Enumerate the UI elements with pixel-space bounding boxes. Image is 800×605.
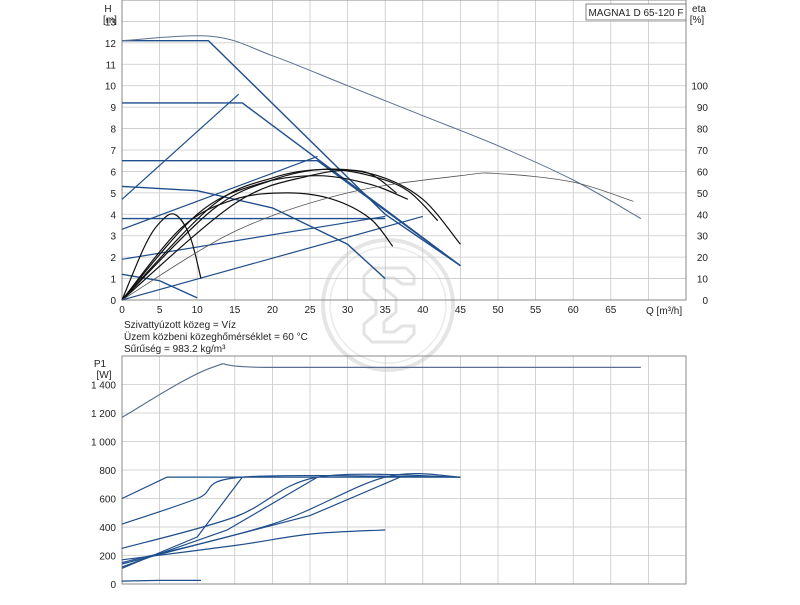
- x-tick-label: 10: [192, 305, 204, 316]
- power-tick-label: 1 200: [91, 409, 116, 420]
- power-chart-grid: [121, 355, 687, 585]
- power-tick-label: 800: [99, 466, 116, 477]
- power-tick-label: 1 000: [91, 438, 116, 449]
- power-curve: [121, 529, 386, 561]
- power-tick-label: 1 400: [91, 381, 116, 392]
- power-chart-curves: [121, 363, 641, 582]
- x-tick-label: 55: [530, 305, 542, 316]
- power-curve: [121, 579, 201, 582]
- head-curve: [122, 102, 461, 267]
- info-medium: Szivattyúzott közeg = Víz: [124, 320, 236, 331]
- head-curve: [122, 159, 461, 267]
- chart-title-box: [585, 3, 687, 21]
- y-tick-label: 6: [110, 167, 116, 178]
- y2-tick-label: 0: [702, 296, 708, 307]
- max-head-curve: [121, 35, 642, 220]
- control-curve: [121, 215, 423, 301]
- power-tick-label: 0: [110, 580, 116, 591]
- control-curve: [121, 155, 318, 230]
- y2-tick-label: 70: [697, 146, 709, 157]
- chart-title: MAGNA1 D 65-120 F: [588, 8, 683, 19]
- x-tick-label: 5: [157, 305, 163, 316]
- y2-axis-unit: [%]: [690, 15, 705, 26]
- control-curve: [121, 93, 240, 200]
- y-tick-label: 8: [110, 125, 116, 136]
- y-tick-label: 2: [110, 253, 116, 264]
- y-axis-title: H: [104, 4, 111, 15]
- x-tick-label: 35: [380, 305, 392, 316]
- y-tick-label: 10: [105, 82, 117, 93]
- efficiency-curve: [121, 172, 634, 301]
- power-curve: [121, 474, 461, 525]
- power-tick-label: 200: [99, 552, 116, 563]
- power-curve: [121, 476, 461, 500]
- power-curve: [121, 473, 461, 549]
- x-tick-label: 20: [267, 305, 279, 316]
- y-tick-label: 7: [110, 146, 116, 157]
- x-tick-label: 30: [342, 305, 354, 316]
- y2-tick-label: 10: [697, 275, 709, 286]
- y2-axis-title: eta: [692, 4, 706, 15]
- power-curve: [121, 476, 401, 565]
- x-axis-title: Q [m³/h]: [646, 306, 682, 317]
- info-temperature: Üzem közbeni közeghőmérséklet = 60 °C: [124, 331, 308, 343]
- y-tick-label: 5: [110, 189, 116, 200]
- x-tick-label: 40: [417, 305, 429, 316]
- x-tick-label: 15: [229, 305, 241, 316]
- y2-tick-label: 40: [697, 210, 709, 221]
- y-tick-label: 4: [110, 210, 116, 221]
- head-curve: [121, 185, 386, 280]
- power-axis-title: P1: [94, 359, 107, 370]
- y2-tick-label: 90: [697, 103, 709, 114]
- y2-tick-label: 80: [697, 125, 709, 136]
- y-tick-label: 9: [110, 103, 116, 114]
- x-tick-label: 45: [455, 305, 467, 316]
- power-plot-frame: [121, 355, 687, 585]
- power-curve: [121, 363, 641, 418]
- power-chart-axes: 0 200 400 600 800 1 000 1 200 1 400: [91, 381, 116, 592]
- x-tick-label: 60: [568, 305, 580, 316]
- y-tick-label: 0: [110, 296, 116, 307]
- y-tick-label: 13: [105, 17, 117, 28]
- head-curve: [122, 40, 461, 267]
- head-chart-curves: [121, 35, 642, 301]
- y2-tick-label: 30: [697, 232, 709, 243]
- head-plot-frame: [121, 0, 687, 301]
- power-tick-label: 600: [99, 495, 116, 506]
- x-tick-label: 0: [119, 305, 125, 316]
- power-tick-label: 400: [99, 523, 116, 534]
- y-axis-unit: [m]: [103, 15, 117, 26]
- y2-tick-label: 60: [697, 167, 709, 178]
- efficiency-curve: [121, 192, 394, 301]
- x-tick-label: 25: [304, 305, 316, 316]
- y2-tick-label: 20: [697, 253, 709, 264]
- y-tick-label: 11: [106, 60, 117, 71]
- power-axis-unit: [W]: [97, 370, 112, 381]
- power-curve: [121, 476, 243, 569]
- x-tick-label: 50: [492, 305, 504, 316]
- y2-tick-label: 100: [691, 82, 708, 93]
- efficiency-curve: [121, 168, 461, 301]
- info-density: Sűrűség = 983.2 kg/m³: [124, 344, 226, 355]
- head-curve: [121, 273, 198, 299]
- y-tick-label: 3: [110, 232, 116, 243]
- y2-tick-label: 50: [697, 189, 709, 200]
- head-chart-grid: [121, 0, 687, 301]
- efficiency-curve: [121, 169, 397, 301]
- y-tick-label: 1: [110, 275, 116, 286]
- head-chart-axes: 0 5 10 15 20 25 30 35 40 45 50 55 60 6501234567891011…: [105, 17, 709, 316]
- x-tick-label: 65: [605, 305, 617, 316]
- y-tick-label: 12: [105, 39, 117, 50]
